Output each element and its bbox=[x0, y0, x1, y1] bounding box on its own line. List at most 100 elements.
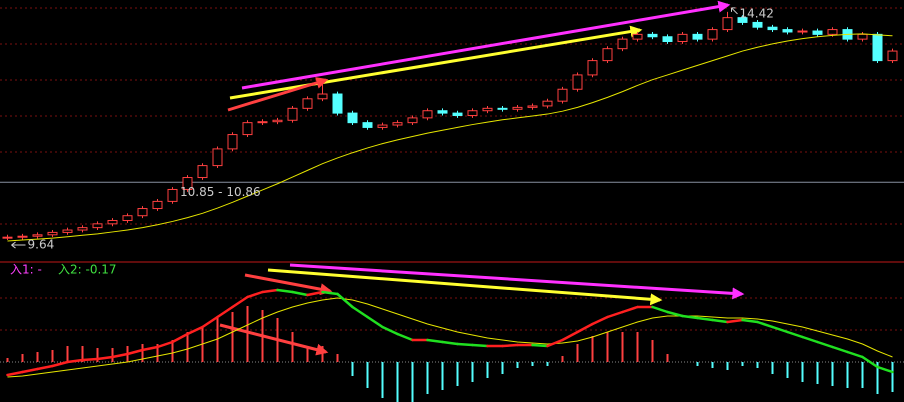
dif-segment bbox=[171, 332, 189, 344]
macd-bar bbox=[756, 362, 759, 368]
candle-body bbox=[782, 29, 793, 33]
macd-bar bbox=[306, 346, 309, 362]
macd-bar bbox=[606, 332, 609, 362]
dif-segment bbox=[381, 325, 399, 336]
candle-body bbox=[887, 50, 898, 62]
candle-body bbox=[122, 215, 133, 221]
dif-segment bbox=[531, 343, 549, 348]
dif-segment bbox=[831, 345, 849, 354]
candle-body bbox=[287, 107, 298, 121]
macd-bar bbox=[366, 362, 369, 388]
macd-bar bbox=[546, 362, 549, 366]
macd-bar bbox=[21, 354, 24, 362]
candle-body bbox=[272, 119, 283, 123]
candle-body bbox=[677, 33, 688, 43]
dif-segment bbox=[426, 338, 444, 344]
candle-body bbox=[632, 33, 643, 40]
candle-body bbox=[137, 208, 148, 217]
macd-bar bbox=[351, 362, 354, 376]
dif-segment bbox=[66, 358, 84, 364]
macd-bar bbox=[891, 362, 894, 392]
macd-bar bbox=[291, 332, 294, 362]
candle-body bbox=[617, 38, 628, 50]
arrow bbox=[241, 0, 731, 90]
candle-body bbox=[347, 112, 358, 124]
macd-bar bbox=[66, 346, 69, 362]
candle-body bbox=[302, 98, 313, 109]
macd-bar bbox=[801, 362, 804, 382]
dif-segment bbox=[651, 305, 669, 314]
candle-body bbox=[47, 231, 58, 236]
dif-segment bbox=[681, 314, 699, 320]
candle-body bbox=[62, 229, 73, 233]
candle-body bbox=[407, 117, 418, 124]
dif-segment bbox=[216, 305, 234, 319]
dif-segment bbox=[726, 318, 744, 324]
macd-bar bbox=[861, 362, 864, 388]
dif-segment bbox=[291, 290, 309, 297]
price-line-label: 10.85 - 10.86 bbox=[180, 185, 261, 199]
candle-body bbox=[467, 110, 478, 116]
candle-body bbox=[557, 88, 568, 102]
arrow bbox=[227, 77, 329, 112]
dif-segment bbox=[6, 370, 24, 377]
macd-bar bbox=[81, 346, 84, 362]
dif-segment bbox=[471, 343, 489, 348]
macd-bar bbox=[576, 344, 579, 362]
candle-body bbox=[707, 29, 718, 40]
dif-segment bbox=[156, 340, 174, 349]
macd-bar bbox=[336, 354, 339, 362]
macd-bar bbox=[426, 362, 429, 394]
macd-bar bbox=[51, 350, 54, 362]
grid bbox=[0, 7, 904, 363]
candle-body bbox=[437, 110, 448, 114]
macd-bar bbox=[846, 362, 849, 388]
trend-arrows bbox=[219, 0, 745, 356]
candle-body bbox=[2, 236, 13, 239]
candle-body bbox=[212, 148, 223, 167]
macd-bar bbox=[816, 362, 819, 384]
dif-segment bbox=[201, 315, 219, 329]
candle-body bbox=[32, 234, 43, 237]
candle-body bbox=[512, 106, 523, 110]
candle-body bbox=[332, 93, 343, 114]
candle-body bbox=[857, 33, 868, 40]
macd-bar bbox=[516, 362, 519, 368]
candle-body bbox=[362, 122, 373, 128]
macd-bar bbox=[696, 362, 699, 366]
candle-body bbox=[452, 112, 463, 116]
candle-body bbox=[587, 60, 598, 76]
candle-body bbox=[767, 26, 778, 31]
candle-body bbox=[647, 33, 658, 38]
candle-body bbox=[527, 105, 538, 108]
dif-segment bbox=[351, 305, 369, 319]
candle-body bbox=[182, 177, 193, 190]
dif-segment bbox=[801, 335, 819, 344]
macd-bar bbox=[831, 362, 834, 386]
macd-bar bbox=[321, 346, 324, 362]
arrow bbox=[219, 323, 329, 356]
dea-line bbox=[7, 297, 893, 378]
candle-body bbox=[722, 17, 733, 31]
candle-body bbox=[377, 124, 388, 128]
dif-segment bbox=[696, 316, 714, 322]
candle-body bbox=[692, 33, 703, 40]
dif-segment bbox=[276, 288, 294, 294]
dif-segment bbox=[21, 367, 39, 374]
macd-bar bbox=[441, 362, 444, 390]
macd-bar bbox=[36, 352, 39, 362]
dif-segment bbox=[231, 295, 249, 309]
candle-body bbox=[797, 30, 808, 33]
macd-bar bbox=[411, 362, 414, 402]
candle-body bbox=[812, 30, 823, 35]
macd-bar bbox=[141, 344, 144, 362]
macd-bar bbox=[456, 362, 459, 386]
max-label: 14.42 bbox=[740, 6, 774, 20]
arrow bbox=[244, 273, 333, 296]
dif-segment bbox=[606, 310, 624, 319]
candle-body bbox=[167, 188, 178, 202]
dif-segment bbox=[501, 343, 519, 348]
candle-body bbox=[872, 33, 883, 62]
